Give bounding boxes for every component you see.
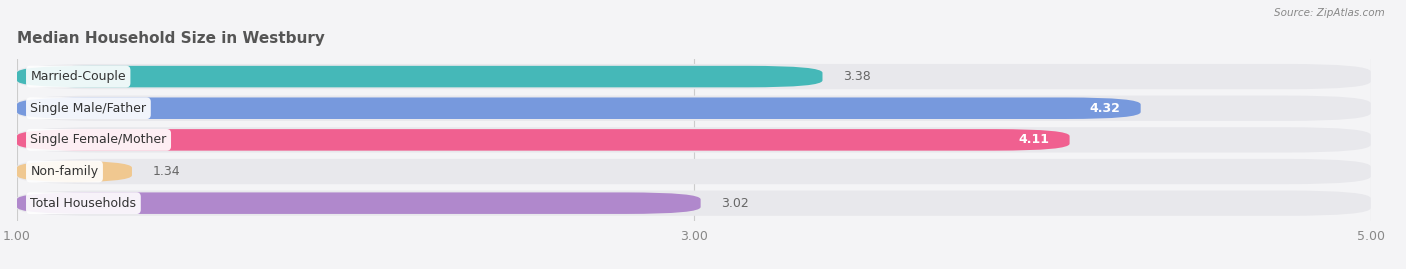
FancyBboxPatch shape (17, 192, 700, 214)
Text: Single Male/Father: Single Male/Father (31, 102, 146, 115)
Text: Married-Couple: Married-Couple (31, 70, 127, 83)
FancyBboxPatch shape (17, 161, 132, 182)
FancyBboxPatch shape (17, 95, 1371, 121)
FancyBboxPatch shape (17, 97, 1140, 119)
Text: Total Households: Total Households (31, 197, 136, 210)
Text: 1.34: 1.34 (152, 165, 180, 178)
Text: Non-family: Non-family (31, 165, 98, 178)
Text: Median Household Size in Westbury: Median Household Size in Westbury (17, 31, 325, 46)
FancyBboxPatch shape (17, 129, 1070, 151)
Text: Single Female/Mother: Single Female/Mother (31, 133, 167, 146)
Text: 3.02: 3.02 (721, 197, 748, 210)
FancyBboxPatch shape (17, 66, 823, 87)
FancyBboxPatch shape (17, 190, 1371, 216)
FancyBboxPatch shape (17, 159, 1371, 184)
Text: 4.32: 4.32 (1090, 102, 1121, 115)
Text: 4.11: 4.11 (1018, 133, 1049, 146)
FancyBboxPatch shape (17, 127, 1371, 153)
FancyBboxPatch shape (17, 64, 1371, 89)
Text: Source: ZipAtlas.com: Source: ZipAtlas.com (1274, 8, 1385, 18)
Text: 3.38: 3.38 (842, 70, 870, 83)
